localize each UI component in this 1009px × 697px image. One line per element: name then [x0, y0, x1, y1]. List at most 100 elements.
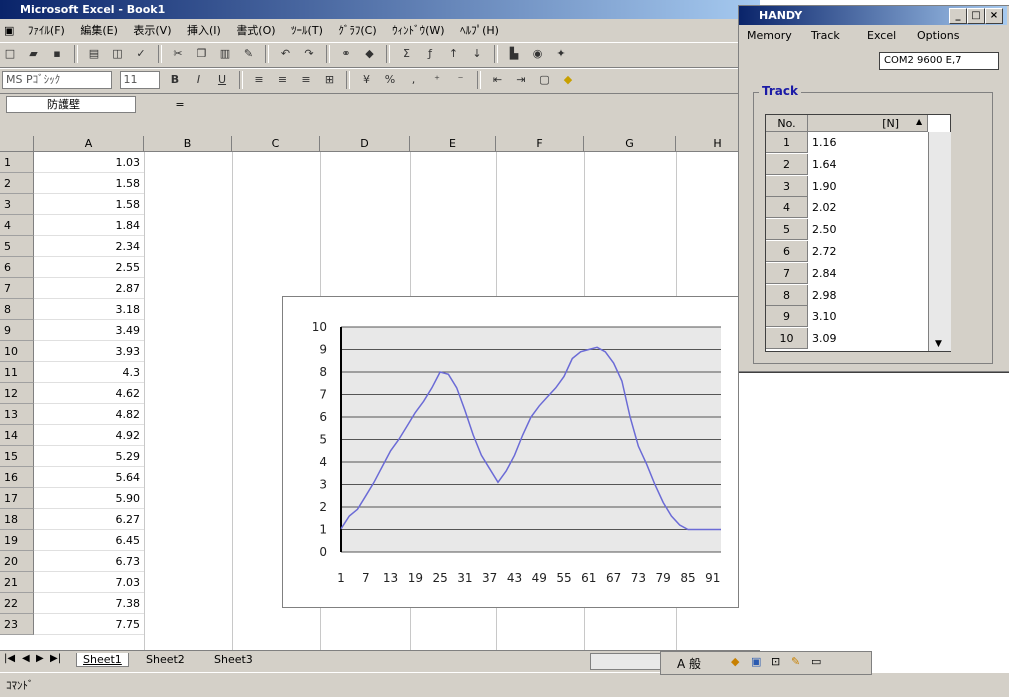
chart-wizard-icon[interactable]: ▙: [509, 47, 519, 60]
cell-a[interactable]: 2.55: [34, 257, 144, 278]
row-header[interactable]: 6: [0, 257, 34, 278]
cell-a[interactable]: 3.93: [34, 341, 144, 362]
menu-insert[interactable]: 挿入(I): [186, 24, 221, 37]
paste-icon[interactable]: ▥: [219, 47, 231, 60]
select-all-corner[interactable]: [0, 136, 34, 152]
row-header[interactable]: 2: [0, 173, 34, 194]
track-row-value[interactable]: 3.10: [812, 310, 837, 324]
increase-decimal-icon[interactable]: ⁺: [434, 73, 440, 86]
sort-descending-icon[interactable]: ↓: [472, 47, 482, 60]
column-header[interactable]: B: [144, 136, 232, 152]
track-table[interactable]: No. [N] ▲ 1 1.16 2 1.64 3 1.90 4 2.02 5 2.50 6 2.72…: [765, 114, 951, 352]
cell-a[interactable]: 1.84: [34, 215, 144, 236]
row-header[interactable]: 5: [0, 236, 34, 257]
cell-a[interactable]: 7.03: [34, 572, 144, 593]
bold-icon[interactable]: B: [170, 73, 180, 86]
row-header[interactable]: 14: [0, 425, 34, 446]
autosum-icon[interactable]: Σ: [403, 47, 410, 60]
track-row-value[interactable]: 2.84: [812, 266, 837, 280]
menu-excel[interactable]: Excel: [867, 29, 897, 42]
sort-up-icon[interactable]: ▲: [916, 117, 923, 126]
new-icon[interactable]: □: [4, 47, 16, 60]
font-name-select[interactable]: MS Pｺﾞｼｯｸ: [2, 71, 112, 89]
drawing-icon[interactable]: ✦: [556, 47, 566, 60]
track-scrollbar[interactable]: ▼: [928, 132, 951, 351]
excel-titlebar[interactable]: Microsoft Excel - Book1: [0, 0, 760, 19]
menu-tools[interactable]: ﾂｰﾙ(T): [291, 24, 323, 37]
com-port-field[interactable]: COM2 9600 E,7: [879, 52, 999, 70]
column-header[interactable]: A: [34, 136, 144, 152]
preview-icon[interactable]: ◫: [112, 47, 123, 60]
ime-convert-icon[interactable]: ⊡: [771, 655, 781, 668]
row-header[interactable]: 4: [0, 215, 34, 236]
cell-a[interactable]: 4.92: [34, 425, 144, 446]
handy-titlebar[interactable]: HANDY _ □ ×: [739, 6, 1007, 25]
merge-center-icon[interactable]: ⊞: [324, 73, 335, 86]
decrease-indent-icon[interactable]: ⇤: [492, 73, 503, 86]
map-icon[interactable]: ◉: [532, 47, 543, 60]
row-header[interactable]: 1: [0, 152, 34, 173]
align-right-icon[interactable]: ≡: [301, 73, 311, 86]
open-icon[interactable]: ▰: [29, 47, 38, 60]
align-left-icon[interactable]: ≡: [254, 73, 264, 86]
ime-keyboard-icon[interactable]: ▭: [811, 655, 822, 668]
menu-track[interactable]: Track: [811, 29, 840, 42]
cell-a[interactable]: 6.45: [34, 530, 144, 551]
menu-help[interactable]: ﾍﾙﾌﾟ(H): [460, 24, 499, 37]
cell-a[interactable]: 3.18: [34, 299, 144, 320]
cell-a[interactable]: 6.73: [34, 551, 144, 572]
track-row-value[interactable]: 2.50: [812, 223, 837, 237]
sort-ascending-icon[interactable]: ↑: [448, 47, 459, 60]
tab-nav-next-icon[interactable]: ▶: [36, 653, 44, 664]
ime-toolbar[interactable]: A 般 ◆ ▣ ⊡ ✎ ▭: [660, 651, 872, 675]
row-header[interactable]: 9: [0, 320, 34, 341]
align-center-icon[interactable]: ≡: [277, 73, 288, 86]
column-header[interactable]: E: [410, 136, 496, 152]
cell-a[interactable]: 2.34: [34, 236, 144, 257]
row-header[interactable]: 11: [0, 362, 34, 383]
row-header[interactable]: 8: [0, 299, 34, 320]
function-icon[interactable]: ƒ: [428, 47, 432, 60]
row-header[interactable]: 18: [0, 509, 34, 530]
cell-a[interactable]: 4.82: [34, 404, 144, 425]
cell-a[interactable]: 1.58: [34, 194, 144, 215]
redo-icon[interactable]: ↷: [304, 47, 314, 60]
name-box[interactable]: 防護壁: [6, 96, 136, 113]
maximize-button[interactable]: □: [967, 8, 985, 24]
column-header[interactable]: D: [320, 136, 410, 152]
cell-a[interactable]: 4.3: [34, 362, 144, 383]
percent-icon[interactable]: %: [384, 73, 396, 86]
cell-a[interactable]: 6.27: [34, 509, 144, 530]
hyperlink-icon[interactable]: ⚭: [341, 47, 351, 60]
cell-a[interactable]: 1.58: [34, 173, 144, 194]
minimize-button[interactable]: _: [949, 8, 967, 24]
row-header[interactable]: 15: [0, 446, 34, 467]
cell-a[interactable]: 5.29: [34, 446, 144, 467]
track-row-value[interactable]: 2.98: [812, 288, 837, 302]
formula-equals[interactable]: =: [175, 98, 185, 111]
save-icon[interactable]: ▪: [53, 47, 61, 60]
row-header[interactable]: 12: [0, 383, 34, 404]
row-header[interactable]: 21: [0, 572, 34, 593]
column-header[interactable]: C: [232, 136, 320, 152]
track-row-value[interactable]: 3.09: [812, 332, 837, 346]
increase-indent-icon[interactable]: ⇥: [516, 73, 526, 86]
menu-edit[interactable]: 編集(E): [80, 24, 118, 37]
format-painter-icon[interactable]: ✎: [243, 47, 254, 60]
cell-a[interactable]: 2.87: [34, 278, 144, 299]
row-header[interactable]: 13: [0, 404, 34, 425]
tab-sheet3[interactable]: Sheet3: [214, 653, 253, 666]
spell-icon[interactable]: ✓: [136, 47, 146, 60]
column-header[interactable]: F: [496, 136, 584, 152]
web-icon[interactable]: ◆: [365, 47, 374, 60]
menu-file[interactable]: ﾌｧｲﾙ(F): [27, 24, 65, 37]
tab-sheet2[interactable]: Sheet2: [146, 653, 185, 666]
row-header[interactable]: 3: [0, 194, 34, 215]
row-header[interactable]: 7: [0, 278, 34, 299]
chart-object[interactable]: 0 1 2 3 4 5 6 7 8 9 10 1 7 13 19 25 31 37 43 49 55 61 67 73 79 85…: [282, 296, 739, 608]
cell-a[interactable]: 7.38: [34, 593, 144, 614]
track-row-value[interactable]: 1.64: [812, 157, 837, 171]
track-row-value[interactable]: 2.72: [812, 245, 837, 258]
row-header[interactable]: 20: [0, 551, 34, 572]
menu-format[interactable]: 書式(O): [236, 24, 276, 37]
